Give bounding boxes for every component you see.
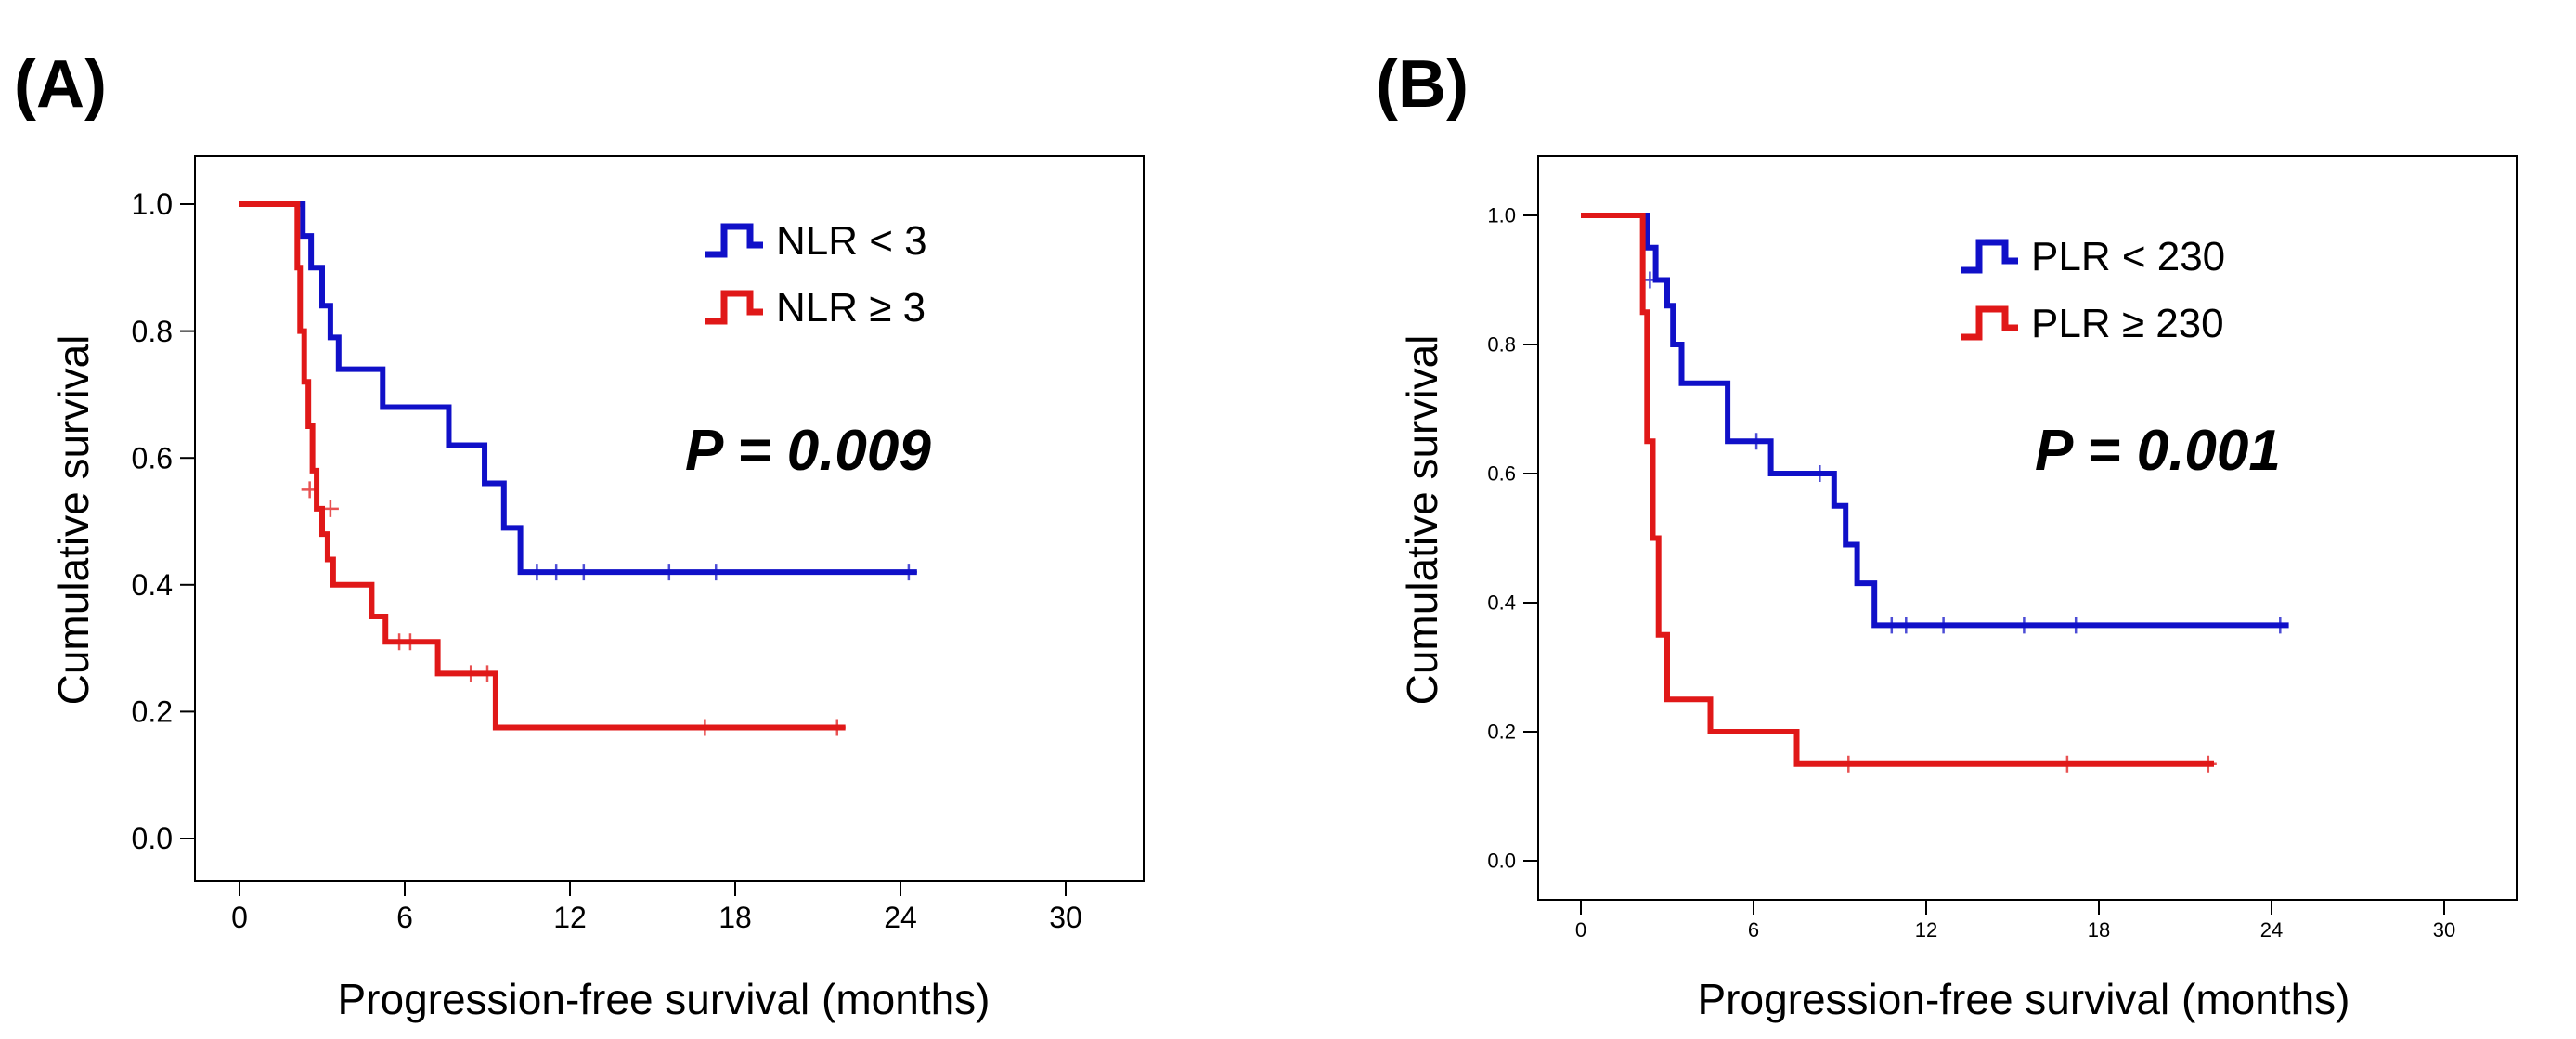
legend-label-1: NLR ≥ 3 — [776, 285, 926, 331]
legend-b: PLR < 230 PLR ≥ 230 — [1961, 234, 2225, 346]
y-tick-label-0: 0.0 — [132, 822, 173, 855]
censor-mark-0-1 — [1748, 433, 1766, 450]
censor-mark-0-4 — [1897, 617, 1915, 634]
x-tick-label-2: 12 — [553, 901, 587, 934]
censor-mark-0-5 — [1935, 617, 1952, 634]
legend-a: NLR < 3 NLR ≥ 3 — [705, 218, 927, 331]
panel-a: (A) 0.0 0.2 0.4 0.6 0.8 1.0 0 6 12 18 24 30 NLR < 3… — [14, 47, 1145, 1023]
censor-mark-1-5 — [479, 665, 496, 682]
y-tick-label-5: 1.0 — [1487, 204, 1516, 227]
panel-label-a: (A) — [14, 47, 107, 122]
series-group-a — [239, 201, 917, 736]
y-axis-label-a: Cumulative survival — [49, 335, 97, 706]
censor-mark-0-3 — [1883, 617, 1900, 634]
y-tick-label-0: 0.0 — [1487, 850, 1516, 873]
y-tick-label-2: 0.4 — [1487, 591, 1516, 615]
legend-swatch-0 — [1961, 239, 2018, 274]
censor-mark-1-2 — [2199, 755, 2217, 773]
y-tick-label-2: 0.4 — [132, 568, 173, 602]
series-line-0 — [239, 201, 917, 576]
x-tick-label-0: 0 — [1575, 918, 1586, 942]
censor-mark-1-7 — [828, 719, 846, 736]
x-tick-label-3: 18 — [718, 901, 752, 934]
y-tick-label-1: 0.2 — [1487, 721, 1516, 744]
legend-label-0: NLR < 3 — [776, 218, 927, 264]
x-tick-label-4: 24 — [2260, 918, 2283, 942]
p-value-a: P = 0.009 — [685, 419, 931, 483]
plot-frame-a — [194, 155, 1145, 882]
censor-mark-0-4 — [707, 564, 725, 581]
censor-mark-0-0 — [528, 564, 546, 581]
panel-label-b: (B) — [1376, 47, 1469, 122]
x-tick-label-5: 30 — [1049, 901, 1082, 934]
axis-ticks-a: 0.0 0.2 0.4 0.6 0.8 1.0 0 6 12 18 24 30 — [132, 188, 1082, 934]
x-tick-label-4: 24 — [884, 901, 917, 934]
y-axis-label-b: Cumulative survival — [1398, 335, 1446, 706]
p-value-b: P = 0.001 — [2035, 419, 2281, 483]
censor-mark-0-6 — [2015, 617, 2033, 634]
censor-mark-1-0 — [1840, 755, 1858, 773]
x-tick-label-2: 12 — [1915, 918, 1937, 942]
legend-swatch-1 — [705, 290, 763, 325]
x-axis-label-a: Progression-free survival (months) — [337, 975, 990, 1023]
legend-swatch-0 — [705, 223, 763, 258]
y-tick-label-3: 0.6 — [132, 441, 173, 474]
series-line-0 — [1581, 213, 2289, 629]
x-tick-label-1: 6 — [396, 901, 413, 934]
censor-mark-1-1 — [321, 500, 339, 517]
series-group-b — [1581, 213, 2289, 773]
censor-mark-1-4 — [462, 665, 480, 682]
legend-swatch-1 — [1961, 305, 2018, 341]
censor-mark-1-1 — [2058, 755, 2076, 773]
legend-label-1: PLR ≥ 230 — [2031, 301, 2224, 346]
y-tick-label-5: 1.0 — [132, 188, 173, 221]
x-axis-label-b: Progression-free survival (months) — [1697, 975, 2349, 1023]
censor-mark-0-7 — [2067, 617, 2085, 634]
y-tick-label-4: 0.8 — [132, 315, 173, 348]
axis-ticks-b: 0.0 0.2 0.4 0.6 0.8 1.0 0 6 12 18 24 30 — [1487, 204, 2455, 942]
censor-mark-0-5 — [900, 564, 917, 581]
y-tick-label-4: 0.8 — [1487, 333, 1516, 357]
y-tick-label-3: 0.6 — [1487, 462, 1516, 486]
x-tick-label-1: 6 — [1748, 918, 1759, 942]
censor-mark-0-3 — [660, 564, 678, 581]
censor-mark-1-3 — [401, 633, 419, 651]
y-tick-label-1: 0.2 — [132, 695, 173, 729]
censor-mark-0-1 — [548, 564, 565, 581]
censor-mark-1-6 — [696, 719, 714, 736]
panel-b: (B) 0.0 0.2 0.4 0.6 0.8 1.0 0 6 12 18 24 30 PLR < 2… — [1376, 47, 2518, 1023]
censor-mark-1-0 — [301, 481, 318, 499]
censor-mark-0-2 — [1811, 465, 1829, 482]
x-tick-label-5: 30 — [2433, 918, 2455, 942]
plot-frame-b — [1537, 155, 2518, 901]
censor-mark-0-8 — [2272, 617, 2289, 634]
x-tick-label-3: 18 — [2088, 918, 2110, 942]
x-tick-label-0: 0 — [231, 901, 248, 934]
series-line-1 — [1581, 213, 2214, 767]
legend-label-0: PLR < 230 — [2031, 234, 2225, 279]
censor-mark-0-2 — [575, 564, 592, 581]
